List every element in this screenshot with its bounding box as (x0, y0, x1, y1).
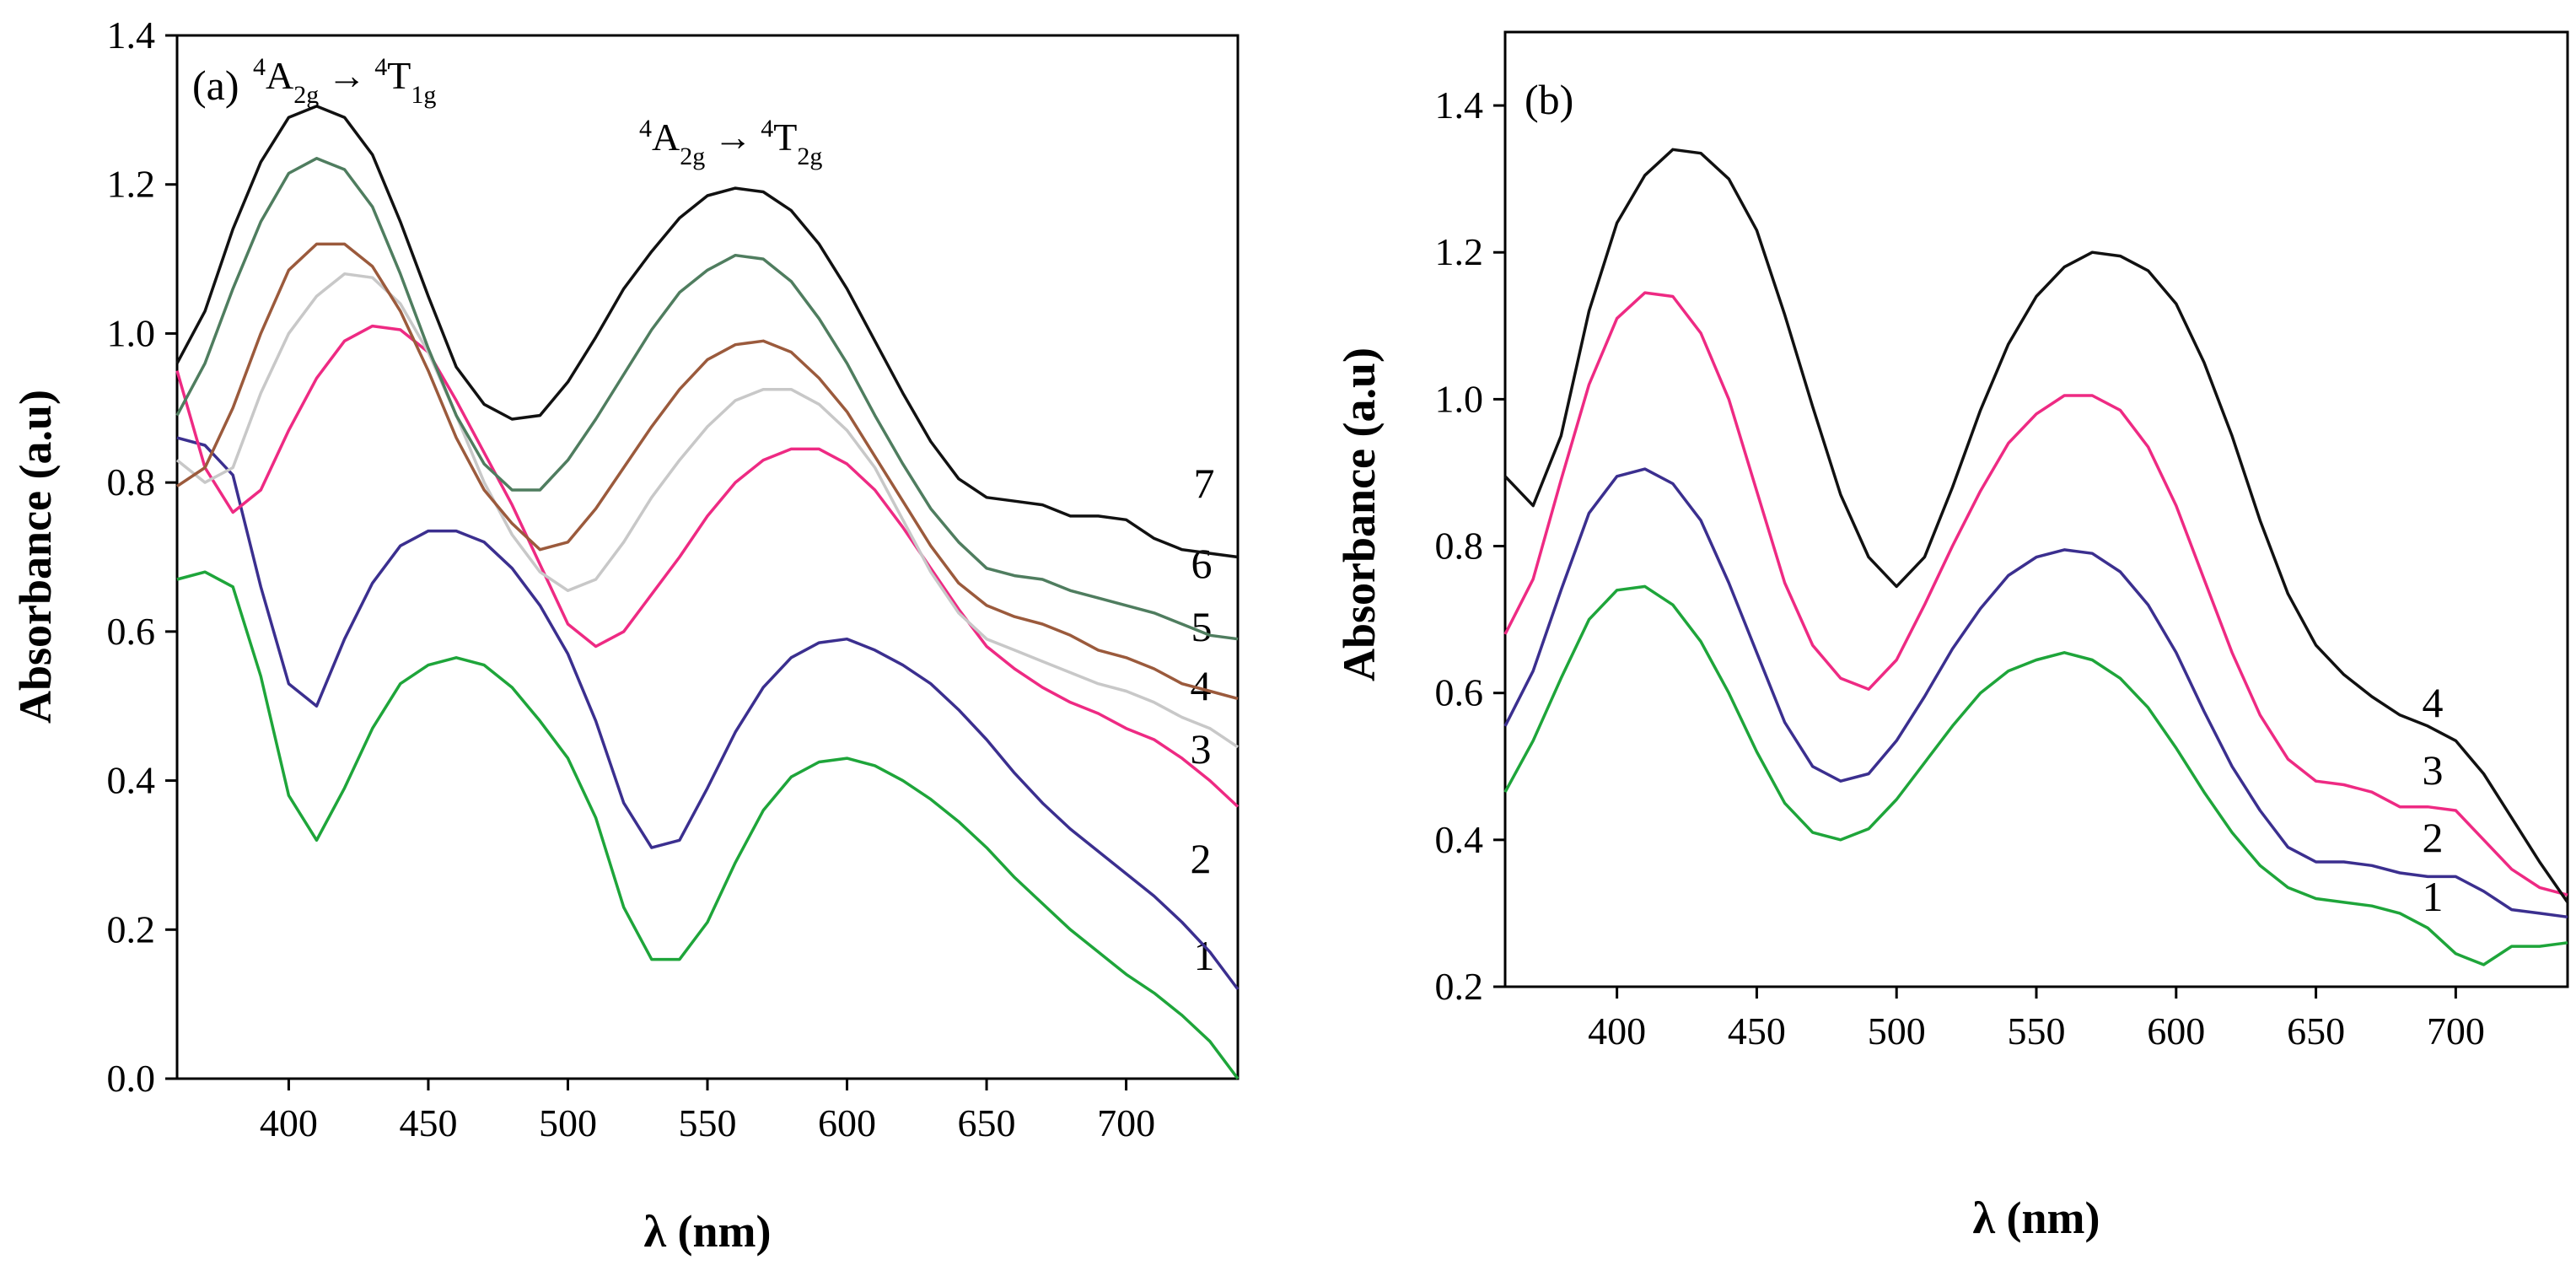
panel-a-series-5-label: 5 (1191, 603, 1213, 650)
panel-b-x-tick-label: 500 (1868, 1009, 1926, 1053)
panel-a-series-7-label: 7 (1194, 460, 1215, 507)
panel-a-annotation-t1g: 4A2g → 4T1g (253, 53, 436, 109)
panel-a-y-tick-label: 0.0 (107, 1057, 156, 1100)
panel-a-x-tick-label: 600 (818, 1101, 876, 1144)
panel-b-y-tick-label: 0.4 (1435, 818, 1484, 861)
panel-b-y-tick-label: 0.8 (1435, 525, 1484, 568)
panel-b-series-4-line (1503, 148, 2569, 903)
panel-b-y-tick-label: 0.6 (1435, 671, 1484, 714)
panel-a-y-axis-title: Absorbance (a.u) (10, 390, 61, 724)
panel-a-series-3-label: 3 (1191, 725, 1212, 773)
panel-b-x-tick-label: 450 (1728, 1009, 1786, 1053)
panel-a-y-tick-label: 1.2 (107, 163, 156, 206)
panel-a-x-tick-label: 400 (260, 1101, 318, 1144)
panel-a-y-tick-label: 0.4 (107, 759, 156, 802)
panel-b-series-4-label: 4 (2423, 679, 2444, 726)
panel-b-chart: 400 450 500 550 600 650 700 0.2 0.4 0.6 0.8 1.0 1.2 1… (1334, 30, 2569, 1243)
panel-a-annotation-t2g: 4A2g → 4T2g (639, 115, 822, 170)
panel-a-x-axis-title: λ (nm) (643, 1206, 771, 1257)
panel-a-series-7-line (175, 105, 1239, 559)
panel-b-series-lines: 1 2 3 4 (1503, 148, 2569, 966)
panel-a-series-1-line (176, 570, 1240, 1080)
panel-b-label: (b) (1525, 76, 1573, 123)
panel-a-x-tick-label: 500 (539, 1101, 597, 1144)
panel-b-ticks: 400 450 500 550 600 650 700 0.2 0.4 0.6 0.8 1.0 1.2 1… (1435, 83, 2485, 1053)
panel-a-x-tick-label: 450 (399, 1101, 457, 1144)
panel-a-series-2-label: 2 (1191, 835, 1212, 882)
panel-b-y-tick-label: 1.2 (1435, 230, 1484, 273)
panel-b-y-axis-title: Absorbance (a.u) (1334, 347, 1385, 681)
panel-b-series-3-line (1503, 291, 2568, 896)
panel-a-series-2-line (176, 436, 1240, 991)
panel-a-series-4-line (175, 272, 1239, 749)
panel-a-y-tick-label: 0.6 (107, 610, 156, 653)
panel-b-plot-frame (1503, 30, 2569, 988)
panel-b-series-1-label: 1 (2423, 873, 2444, 920)
panel-a-y-tick-label: 1.0 (107, 311, 156, 354)
panel-a-y-tick-label: 0.2 (107, 907, 156, 950)
panel-a-y-tick-label: 0.8 (107, 460, 156, 503)
panel-b-x-axis-title: λ (nm) (1972, 1193, 2100, 1243)
panel-b-y-tick-label: 0.2 (1435, 965, 1484, 1008)
panel-a-x-tick-label: 700 (1097, 1101, 1155, 1144)
panel-b-x-tick-label: 400 (1588, 1009, 1646, 1053)
panel-b-x-tick-label: 600 (2147, 1009, 2205, 1053)
panel-a-series-5-line (176, 242, 1239, 701)
panel-a-chart: 400 450 500 550 600 650 700 0.0 0.2 0.4 0.6 0.8 1.0 1… (10, 13, 1240, 1257)
panel-b-y-tick-label: 1.0 (1435, 377, 1484, 420)
panel-a-series-3-line (175, 324, 1240, 808)
panel-a-x-tick-label: 550 (679, 1101, 737, 1144)
panel-a-ticks: 400 450 500 550 600 650 700 0.0 0.2 0.4 0.6 0.8 1.0 1… (107, 13, 1156, 1144)
panel-a-x-tick-label: 650 (958, 1101, 1016, 1144)
panel-b-x-tick-label: 700 (2427, 1009, 2485, 1053)
panel-b-series-2-label: 2 (2423, 814, 2444, 861)
panel-b-x-tick-label: 650 (2287, 1009, 2345, 1053)
panel-b-y-tick-label: 1.4 (1435, 83, 1484, 127)
panel-a-series-6-label: 6 (1191, 540, 1213, 587)
panel-b-series-2-line (1503, 467, 2568, 919)
panel-a-label: (a) (192, 62, 239, 109)
panel-a-series-6-line (175, 157, 1239, 641)
panel-b-x-tick-label: 550 (2008, 1009, 2066, 1053)
panel-a-y-tick-label: 1.4 (107, 13, 156, 57)
panel-b-series-1-line (1503, 584, 2568, 966)
panel-b-series-3-label: 3 (2423, 746, 2444, 794)
